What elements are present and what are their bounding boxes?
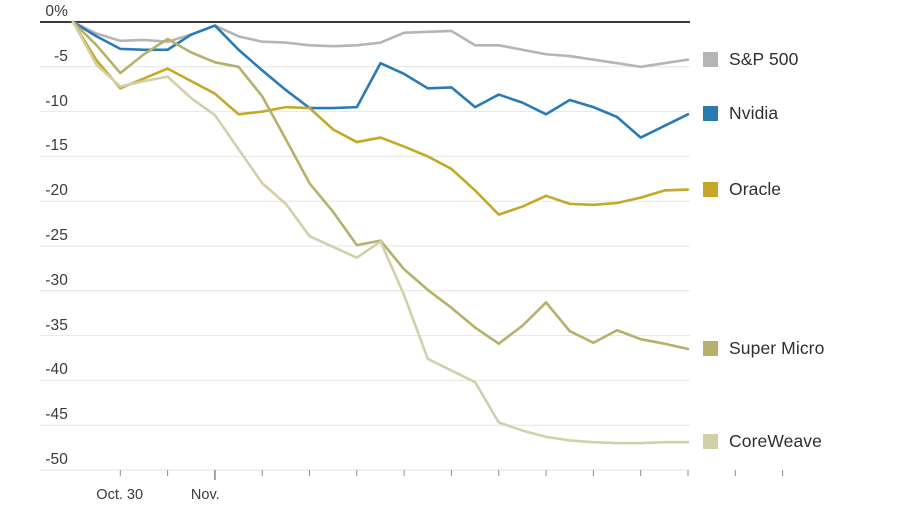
legend-item-label: Super Micro	[729, 338, 825, 359]
legend-color-swatch-icon	[703, 106, 718, 122]
y-axis-tick-label: -45	[45, 406, 68, 424]
x-axis-tick-label: Nov.	[190, 487, 220, 503]
legend-color-swatch-icon	[703, 181, 718, 197]
y-axis-tick-label: -10	[45, 92, 68, 110]
y-axis-tick-label: -30	[45, 271, 68, 289]
legend-color-swatch-icon	[703, 434, 718, 450]
legend-color-swatch-icon	[703, 51, 718, 67]
y-axis-tick-label: -5	[54, 47, 68, 65]
legend-item-label: Nvidia	[729, 103, 779, 124]
legend-item-nvidia[interactable]: Nvidia	[703, 103, 778, 124]
y-axis-tick-label: -50	[45, 451, 68, 468]
legend-color-swatch-icon	[703, 341, 718, 357]
y-axis-tick-label: -25	[45, 227, 68, 244]
series-lines	[71, 20, 690, 445]
y-axis-tick-label: -15	[45, 137, 68, 155]
legend-item-label: S&P 500	[729, 48, 799, 69]
legend-item-label: Oracle	[729, 178, 782, 199]
legend-item-coreweave[interactable]: CoreWeave	[703, 431, 822, 452]
legend-item-oracle[interactable]: Oracle	[703, 179, 781, 200]
legend-item-label: CoreWeave	[729, 431, 822, 452]
x-axis-ticks	[40, 469, 784, 480]
y-axis-tick-label: -35	[45, 316, 68, 334]
gridlines	[40, 66, 690, 471]
y-axis-tick-label: 0%	[45, 3, 68, 20]
legend-item-s-p-500[interactable]: S&P 500	[703, 49, 798, 70]
y-axis-tick-label: -20	[45, 182, 68, 200]
legend-item-super-micro[interactable]: Super Micro	[703, 338, 824, 359]
series-line-oracle	[71, 20, 690, 216]
series-line-s-p-500	[71, 20, 690, 69]
series-line-super-micro	[71, 20, 690, 351]
series-line-coreweave	[71, 20, 690, 445]
x-axis-tick-label: Oct. 30	[96, 487, 144, 503]
y-axis-tick-label: -40	[45, 361, 68, 379]
